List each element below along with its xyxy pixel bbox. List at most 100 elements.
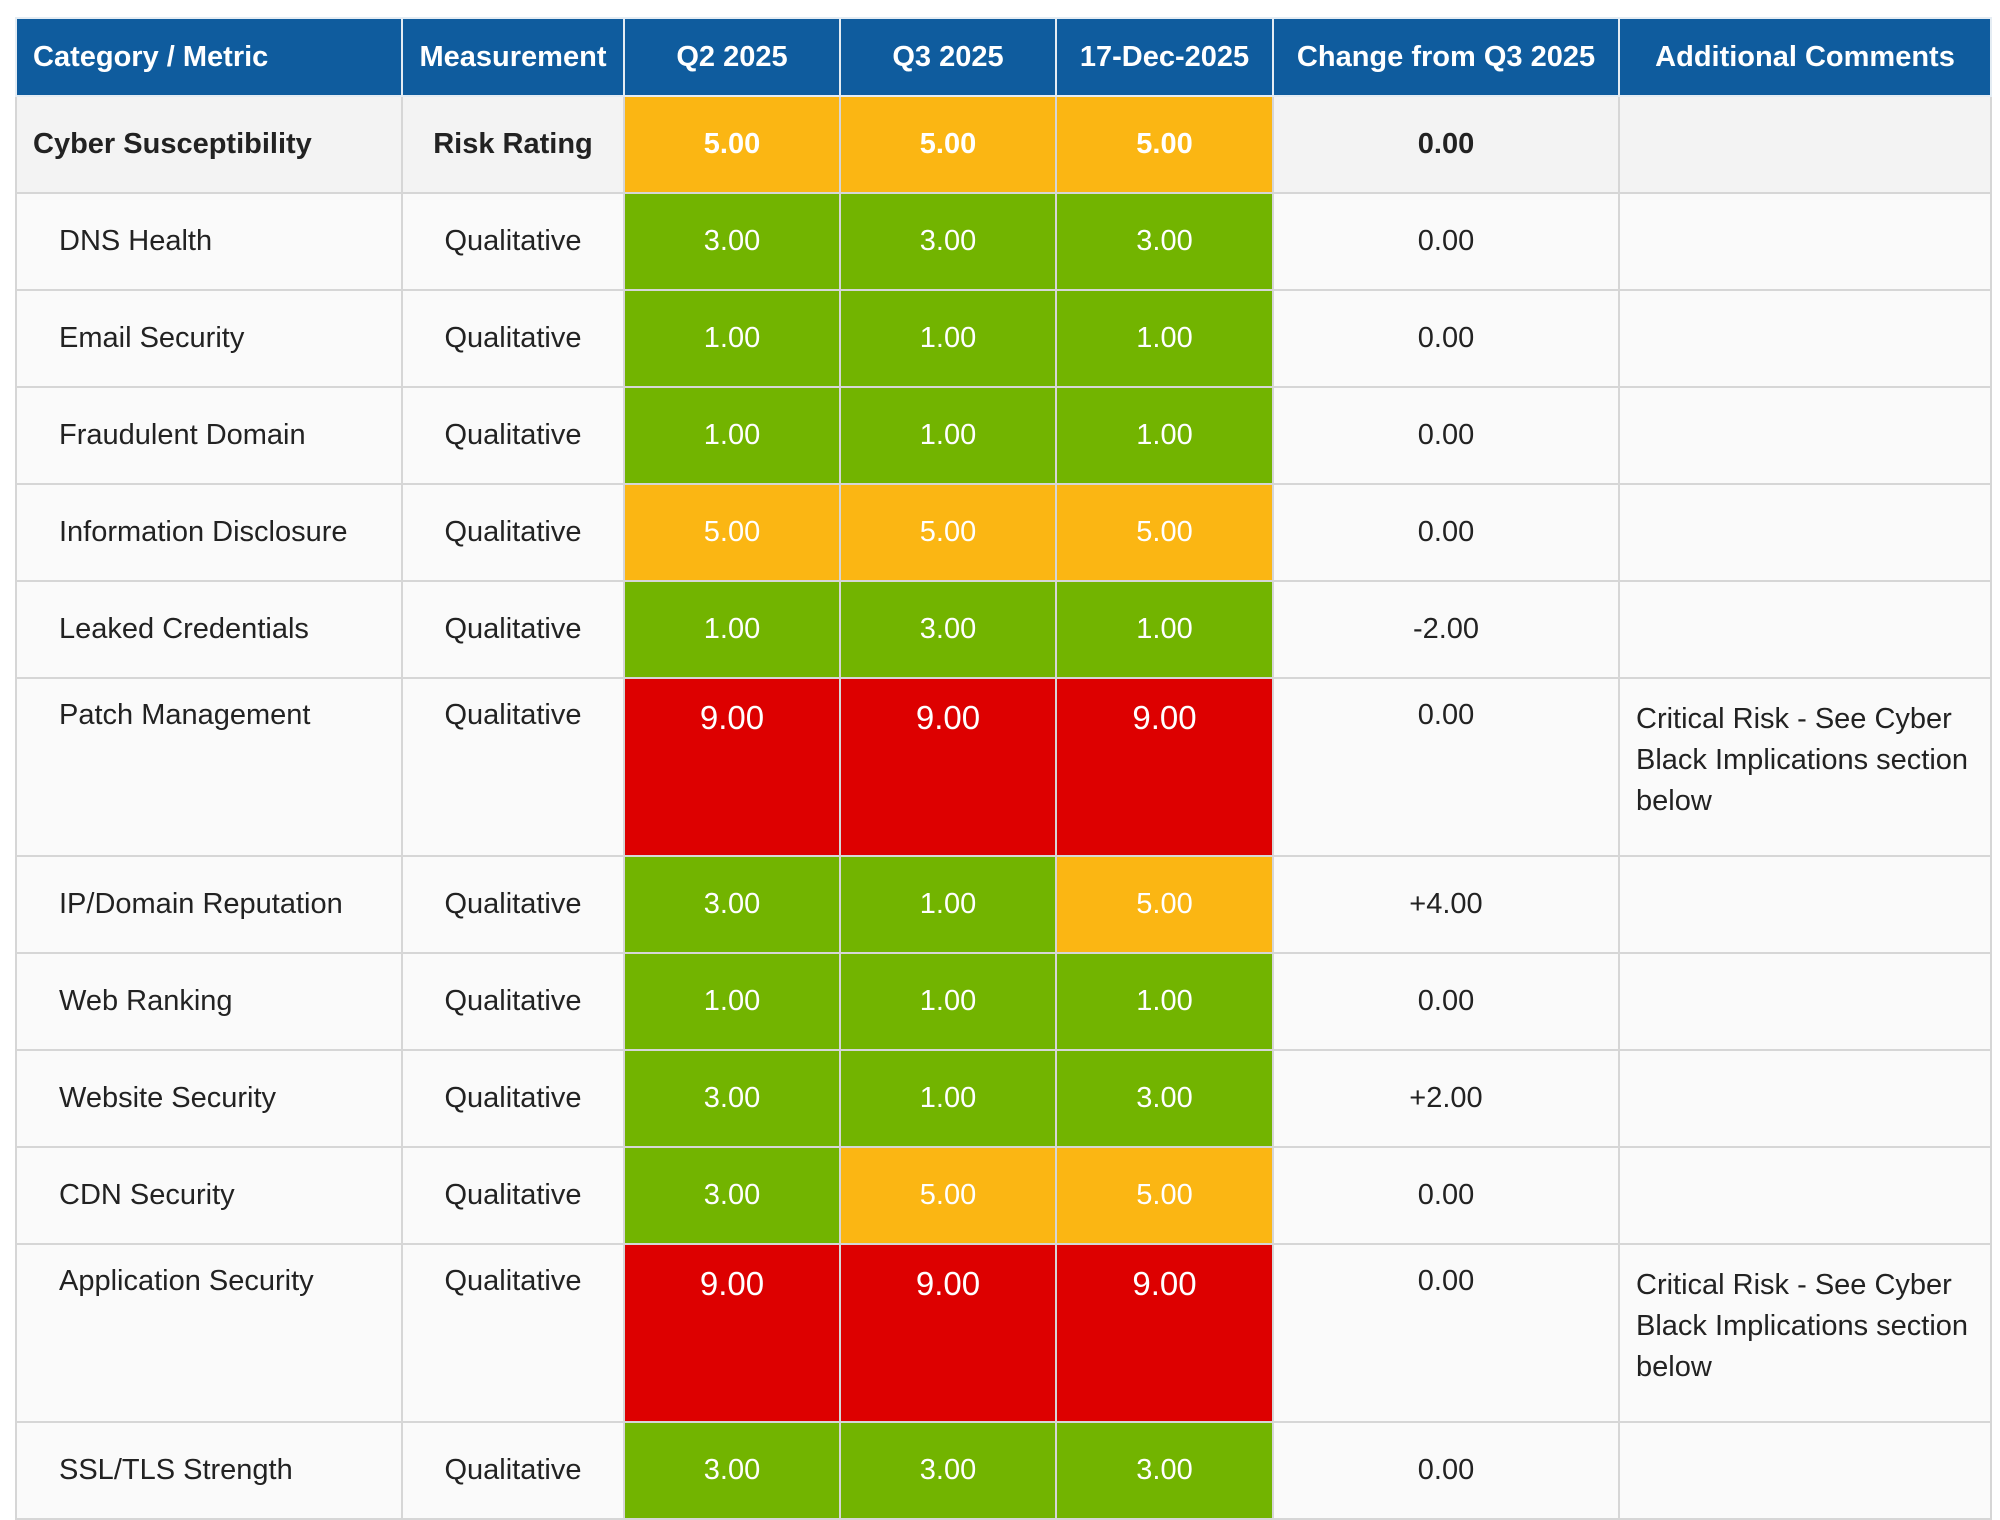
measurement-cell: Qualitative bbox=[401, 580, 625, 679]
column-header-comments: Additional Comments bbox=[1618, 17, 1992, 97]
q3-2025-score: 5.00 bbox=[839, 1146, 1057, 1245]
metric-name: DNS Health bbox=[15, 192, 403, 291]
measurement-cell: Qualitative bbox=[401, 952, 625, 1051]
q3-2025-score: 3.00 bbox=[839, 192, 1057, 291]
table-row: Website Security Qualitative 3.00 1.00 3… bbox=[15, 1049, 1992, 1148]
dec-2025-score: 1.00 bbox=[1055, 952, 1274, 1051]
q2-2025-score: 3.00 bbox=[623, 1421, 841, 1520]
comment-cell bbox=[1618, 95, 1992, 194]
q3-2025-score: 1.00 bbox=[839, 855, 1057, 954]
measurement-cell: Qualitative bbox=[401, 483, 625, 582]
dec-2025-score: 1.00 bbox=[1055, 386, 1274, 485]
table-row: SSL/TLS Strength Qualitative 3.00 3.00 3… bbox=[15, 1421, 1992, 1520]
q2-2025-score: 1.00 bbox=[623, 952, 841, 1051]
metric-name: Leaked Credentials bbox=[15, 580, 403, 679]
q2-2025-score: 3.00 bbox=[623, 192, 841, 291]
metric-name: Web Ranking bbox=[15, 952, 403, 1051]
column-header-17-dec-2025: 17-Dec-2025 bbox=[1055, 17, 1274, 97]
comment-cell: Critical Risk - See Cyber Black Implicat… bbox=[1618, 677, 1992, 857]
dec-2025-score: 5.00 bbox=[1055, 1146, 1274, 1245]
table-row: Information Disclosure Qualitative 5.00 … bbox=[15, 483, 1992, 582]
comment-cell bbox=[1618, 1421, 1992, 1520]
change-value: 0.00 bbox=[1272, 289, 1620, 388]
table-row: Email Security Qualitative 1.00 1.00 1.0… bbox=[15, 289, 1992, 388]
change-value: -2.00 bbox=[1272, 580, 1620, 679]
dec-2025-score: 5.00 bbox=[1055, 95, 1274, 194]
change-value: 0.00 bbox=[1272, 386, 1620, 485]
measurement-cell: Qualitative bbox=[401, 855, 625, 954]
dec-2025-score: 5.00 bbox=[1055, 483, 1274, 582]
table-row: Application Security Qualitative 9.00 9.… bbox=[15, 1243, 1992, 1423]
q2-2025-score: 3.00 bbox=[623, 1049, 841, 1148]
measurement-cell: Qualitative bbox=[401, 1146, 625, 1245]
metric-name: Email Security bbox=[15, 289, 403, 388]
q3-2025-score: 1.00 bbox=[839, 289, 1057, 388]
q3-2025-score: 1.00 bbox=[839, 952, 1057, 1051]
change-value: +4.00 bbox=[1272, 855, 1620, 954]
dec-2025-score: 1.00 bbox=[1055, 289, 1274, 388]
comment-cell bbox=[1618, 483, 1992, 582]
measurement-cell: Risk Rating bbox=[401, 95, 625, 194]
q2-2025-score: 5.00 bbox=[623, 95, 841, 194]
metric-name: Information Disclosure bbox=[15, 483, 403, 582]
q2-2025-score: 3.00 bbox=[623, 1146, 841, 1245]
metric-name: SSL/TLS Strength bbox=[15, 1421, 403, 1520]
metric-name: CDN Security bbox=[15, 1146, 403, 1245]
measurement-cell: Qualitative bbox=[401, 1049, 625, 1148]
dec-2025-score: 3.00 bbox=[1055, 192, 1274, 291]
change-value: 0.00 bbox=[1272, 1243, 1620, 1423]
comment-cell bbox=[1618, 952, 1992, 1051]
comment-cell bbox=[1618, 855, 1992, 954]
q3-2025-score: 1.00 bbox=[839, 1049, 1057, 1148]
table-row: CDN Security Qualitative 3.00 5.00 5.00 … bbox=[15, 1146, 1992, 1245]
comment-cell bbox=[1618, 1049, 1992, 1148]
q3-2025-score: 9.00 bbox=[839, 677, 1057, 857]
dec-2025-score: 3.00 bbox=[1055, 1049, 1274, 1148]
comment-cell bbox=[1618, 1146, 1992, 1245]
measurement-cell: Qualitative bbox=[401, 1421, 625, 1520]
table-row: Patch Management Qualitative 9.00 9.00 9… bbox=[15, 677, 1992, 857]
q3-2025-score: 5.00 bbox=[839, 483, 1057, 582]
column-header-change: Change from Q3 2025 bbox=[1272, 17, 1620, 97]
q2-2025-score: 3.00 bbox=[623, 855, 841, 954]
measurement-cell: Qualitative bbox=[401, 289, 625, 388]
measurement-cell: Qualitative bbox=[401, 386, 625, 485]
change-value: 0.00 bbox=[1272, 1146, 1620, 1245]
risk-metrics-table: Category / Metric Measurement Q2 2025 Q3… bbox=[15, 17, 1992, 1520]
table-row: Fraudulent Domain Qualitative 1.00 1.00 … bbox=[15, 386, 1992, 485]
change-value: 0.00 bbox=[1272, 952, 1620, 1051]
comment-cell bbox=[1618, 289, 1992, 388]
change-value: 0.00 bbox=[1272, 192, 1620, 291]
dec-2025-score: 9.00 bbox=[1055, 1243, 1274, 1423]
measurement-cell: Qualitative bbox=[401, 1243, 625, 1423]
measurement-cell: Qualitative bbox=[401, 677, 625, 857]
measurement-cell: Qualitative bbox=[401, 192, 625, 291]
metric-name: Website Security bbox=[15, 1049, 403, 1148]
table-row: Web Ranking Qualitative 1.00 1.00 1.00 0… bbox=[15, 952, 1992, 1051]
column-header-q3-2025: Q3 2025 bbox=[839, 17, 1057, 97]
q2-2025-score: 1.00 bbox=[623, 580, 841, 679]
q3-2025-score: 5.00 bbox=[839, 95, 1057, 194]
q2-2025-score: 1.00 bbox=[623, 289, 841, 388]
column-header-measurement: Measurement bbox=[401, 17, 625, 97]
q2-2025-score: 5.00 bbox=[623, 483, 841, 582]
q3-2025-score: 9.00 bbox=[839, 1243, 1057, 1423]
dec-2025-score: 9.00 bbox=[1055, 677, 1274, 857]
table-row: Leaked Credentials Qualitative 1.00 3.00… bbox=[15, 580, 1992, 679]
comment-cell bbox=[1618, 192, 1992, 291]
dec-2025-score: 1.00 bbox=[1055, 580, 1274, 679]
comment-cell bbox=[1618, 580, 1992, 679]
metric-name: IP/Domain Reputation bbox=[15, 855, 403, 954]
q2-2025-score: 9.00 bbox=[623, 677, 841, 857]
change-value: 0.00 bbox=[1272, 677, 1620, 857]
metric-name: Fraudulent Domain bbox=[15, 386, 403, 485]
change-value: 0.00 bbox=[1272, 95, 1620, 194]
dec-2025-score: 5.00 bbox=[1055, 855, 1274, 954]
comment-cell bbox=[1618, 386, 1992, 485]
summary-row: Cyber Susceptibility Risk Rating 5.00 5.… bbox=[15, 95, 1992, 194]
metric-name: Application Security bbox=[15, 1243, 403, 1423]
change-value: +2.00 bbox=[1272, 1049, 1620, 1148]
change-value: 0.00 bbox=[1272, 483, 1620, 582]
comment-cell: Critical Risk - See Cyber Black Implicat… bbox=[1618, 1243, 1992, 1423]
category-name: Cyber Susceptibility bbox=[15, 95, 403, 194]
